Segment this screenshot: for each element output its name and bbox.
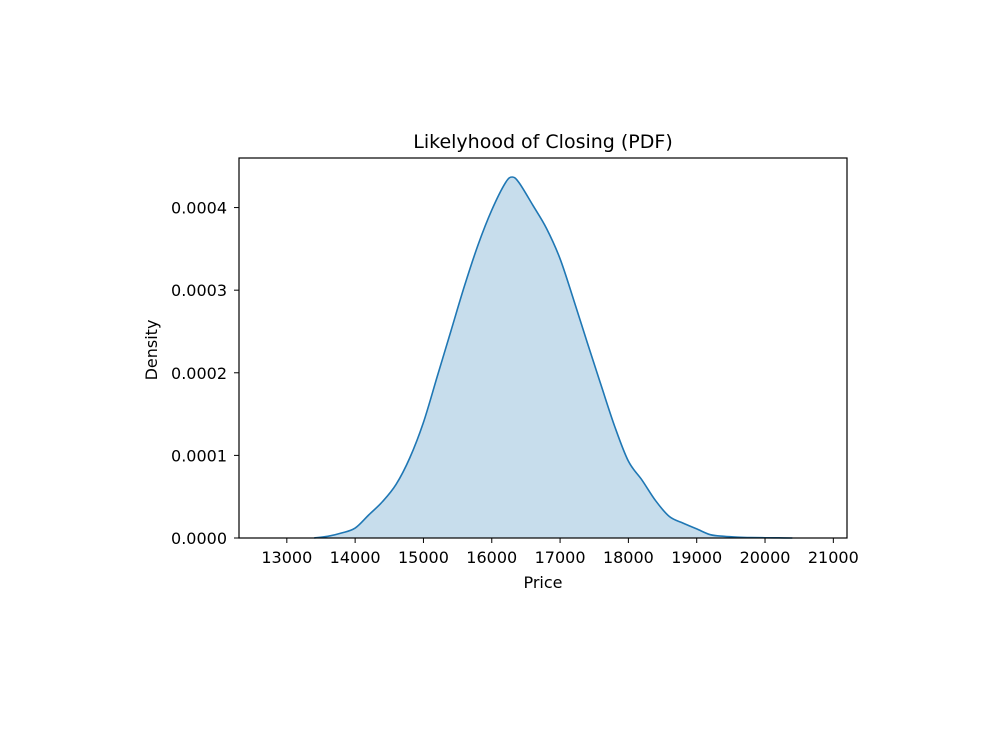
x-axis-label: Price (523, 573, 562, 592)
y-tick-label: 0.0004 (171, 199, 227, 218)
x-tick-label: 19000 (671, 548, 722, 567)
y-tick-label: 0.0001 (171, 446, 227, 465)
x-tick-label: 15000 (398, 548, 449, 567)
density-area (314, 177, 793, 538)
plot-frame (238, 157, 848, 539)
density-line (314, 176, 793, 539)
x-tick-label: 20000 (740, 548, 791, 567)
y-tick-label: 0.0000 (171, 529, 227, 548)
plot-layer (314, 176, 793, 539)
y-tick-label: 0.0002 (171, 364, 227, 383)
x-tick-label: 17000 (535, 548, 586, 567)
x-tick-label: 16000 (466, 548, 517, 567)
y-axis-label: Density (142, 320, 161, 381)
x-tick-label: 14000 (330, 548, 381, 567)
y-tick-label: 0.0003 (171, 281, 227, 300)
x-tick-label: 21000 (808, 548, 859, 567)
chart-title: Likelyhood of Closing (PDF) (413, 131, 672, 153)
x-tick-label: 13000 (261, 548, 312, 567)
x-axis-ticks: 13000 14000 15000 16000 17000 18000 19000 20000… (261, 538, 859, 567)
x-tick-label: 18000 (603, 548, 654, 567)
y-axis-ticks: 0.0000 0.0001 0.0002 0.0003 0.0004 (171, 199, 239, 548)
